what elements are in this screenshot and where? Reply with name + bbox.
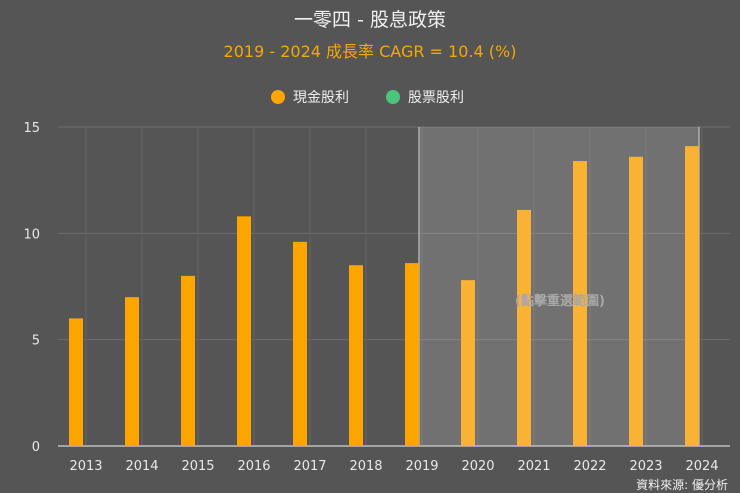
bar-cash-2019[interactable] xyxy=(405,263,419,446)
bar-cash-2018[interactable] xyxy=(349,265,363,446)
x-tick-label: 2014 xyxy=(125,459,158,474)
bar-cash-2016[interactable] xyxy=(237,216,251,446)
bar-cash-2022[interactable] xyxy=(573,161,587,446)
legend-label-stock[interactable]: 股票股利 xyxy=(408,90,464,106)
chart-subtitle: 2019 - 2024 成長率 CAGR = 10.4 (%) xyxy=(224,42,517,61)
source-label: 資料來源: 優分析 xyxy=(636,478,728,492)
bar-cash-2015[interactable] xyxy=(181,275,195,446)
x-tick-label: 2020 xyxy=(461,459,494,474)
bar-cash-2024[interactable] xyxy=(685,146,699,446)
x-tick-label: 2021 xyxy=(517,459,550,474)
legend-marker-stock[interactable] xyxy=(386,90,400,104)
y-tick-label: 5 xyxy=(32,334,40,349)
y-tick-label: 15 xyxy=(23,121,40,136)
x-tick-label: 2013 xyxy=(69,459,102,474)
x-tick-label: 2015 xyxy=(181,459,214,474)
bar-cash-2013[interactable] xyxy=(69,318,83,446)
x-tick-label: 2022 xyxy=(573,459,606,474)
bar-cash-2017[interactable] xyxy=(293,241,307,446)
x-tick-label: 2024 xyxy=(685,459,718,474)
x-tick-label: 2019 xyxy=(405,459,438,474)
bar-cash-2014[interactable] xyxy=(125,297,139,446)
selection-hint[interactable]: (點擊重選範圍) xyxy=(515,293,605,309)
legend-marker-cash[interactable] xyxy=(271,90,285,104)
x-tick-label: 2023 xyxy=(629,459,662,474)
x-tick-label: 2017 xyxy=(293,459,326,474)
bar-cash-2023[interactable] xyxy=(629,156,643,447)
legend: 現金股利 股票股利 xyxy=(271,90,464,106)
chart-title: 一零四 - 股息政策 xyxy=(294,9,446,31)
legend-label-cash[interactable]: 現金股利 xyxy=(293,90,349,106)
bar-cash-2020[interactable] xyxy=(461,280,475,446)
bar-cash-2021[interactable] xyxy=(517,209,531,446)
y-tick-label: 10 xyxy=(23,227,40,242)
x-tick-label: 2018 xyxy=(349,459,382,474)
y-tick-label: 0 xyxy=(32,440,40,455)
x-tick-label: 2016 xyxy=(237,459,270,474)
